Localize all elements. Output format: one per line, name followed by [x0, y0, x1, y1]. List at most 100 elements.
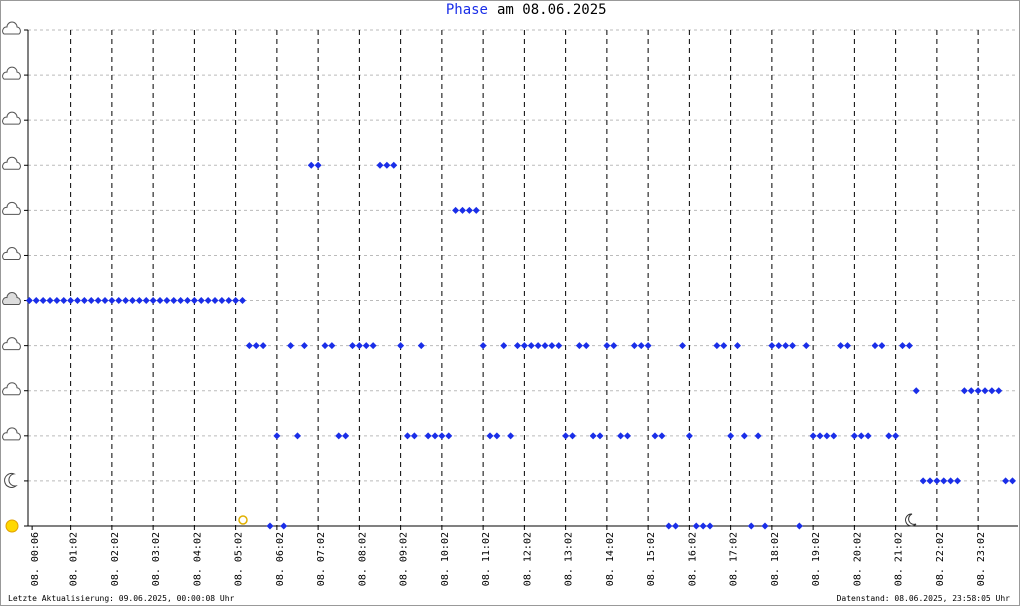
point	[981, 387, 989, 395]
point	[486, 432, 494, 440]
point	[637, 342, 645, 350]
point	[589, 432, 597, 440]
point	[885, 432, 893, 440]
point	[534, 342, 542, 350]
point	[527, 342, 535, 350]
x-tick-label: 08. 10:02	[440, 532, 451, 586]
point	[809, 432, 817, 440]
point	[919, 477, 927, 485]
icon-cloud	[2, 156, 21, 170]
point	[685, 432, 693, 440]
point	[170, 297, 178, 305]
x-tick-label: 08. 16:02	[687, 532, 698, 586]
point	[692, 522, 700, 530]
icon-cloud	[2, 66, 21, 80]
point	[300, 342, 308, 350]
point	[397, 342, 405, 350]
point	[644, 342, 652, 350]
point	[816, 432, 824, 440]
point	[850, 432, 858, 440]
icon-cloud	[2, 201, 21, 215]
icon-cloud	[2, 292, 21, 306]
x-tick-label: 08. 13:02	[564, 532, 575, 586]
point	[871, 342, 879, 350]
point	[80, 297, 88, 305]
icon-cloud	[2, 247, 21, 260]
point	[108, 297, 116, 305]
point	[679, 342, 686, 350]
point	[225, 297, 233, 305]
point	[369, 342, 377, 350]
x-tick-label: 08. 17:02	[729, 532, 740, 586]
footer-left: Letzte Aktualisierung: 09.06.2025, 00:00…	[8, 594, 235, 603]
point	[232, 297, 240, 305]
x-tick-label: 08. 23:02	[976, 532, 987, 586]
x-tick-label: 08. 20:02	[852, 532, 863, 586]
point	[177, 297, 185, 305]
point	[355, 342, 363, 350]
point	[184, 297, 191, 305]
footer-right: Datenstand: 08.06.2025, 23:58:05 Uhr	[837, 594, 1011, 603]
point	[899, 342, 906, 350]
point	[500, 342, 508, 350]
point	[747, 522, 755, 530]
point	[905, 342, 913, 350]
point	[349, 342, 356, 350]
point	[53, 297, 61, 305]
point	[239, 297, 246, 305]
point	[569, 432, 576, 440]
x-tick-label: 08. 03:02	[151, 532, 162, 586]
icon-cloud	[2, 111, 21, 125]
point	[67, 297, 75, 305]
icon-moonset	[905, 513, 917, 527]
point	[259, 342, 267, 350]
point	[541, 342, 549, 350]
x-tick-label: 08. 08:02	[357, 532, 368, 586]
point	[514, 342, 521, 350]
x-tick-label: 08. 04:02	[192, 532, 203, 586]
icon-moon	[4, 472, 18, 488]
point	[383, 161, 391, 169]
point	[651, 432, 659, 440]
point	[789, 342, 796, 350]
point	[280, 522, 288, 530]
point	[596, 432, 604, 440]
point	[410, 432, 418, 440]
x-tick-label: 08. 00:06	[30, 532, 41, 586]
point	[94, 297, 102, 305]
x-tick-label: 08. 05:02	[234, 532, 245, 586]
point	[245, 342, 253, 350]
point	[995, 387, 1003, 395]
point	[452, 206, 460, 214]
point	[864, 432, 872, 440]
point	[273, 432, 281, 440]
point	[878, 342, 886, 350]
x-tick-label: 08. 14:02	[605, 532, 616, 586]
point	[218, 297, 226, 305]
point	[582, 342, 590, 350]
point	[775, 342, 783, 350]
point	[933, 477, 941, 485]
point	[892, 432, 900, 440]
point	[720, 342, 728, 350]
point	[321, 342, 329, 350]
point	[252, 342, 260, 350]
x-tick-label: 08. 19:02	[811, 532, 822, 586]
x-tick-label: 08. 15:02	[646, 532, 657, 586]
point	[960, 387, 968, 395]
point	[459, 206, 466, 214]
point	[782, 342, 790, 350]
x-tick-label: 08. 22:02	[935, 532, 946, 586]
point	[46, 297, 54, 305]
x-tick-label: 08. 12:02	[522, 532, 533, 586]
point	[672, 522, 680, 530]
point	[706, 522, 714, 530]
point	[211, 297, 219, 305]
point	[204, 297, 212, 305]
point	[149, 297, 157, 305]
point	[314, 161, 322, 169]
point	[947, 477, 955, 485]
